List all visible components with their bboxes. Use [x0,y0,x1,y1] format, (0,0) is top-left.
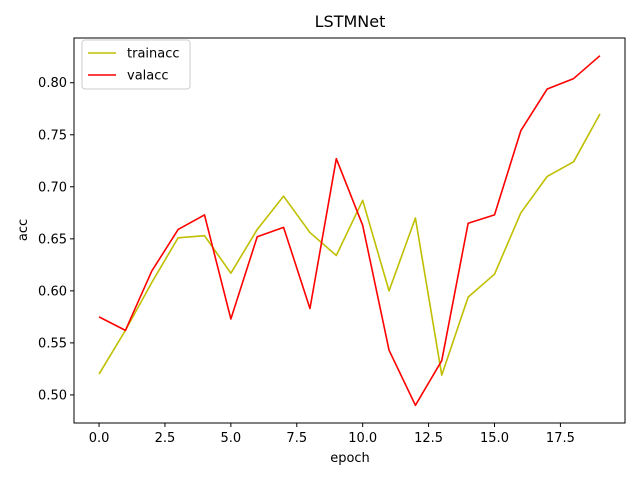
x-tick-label: 17.5 [546,431,575,446]
legend-label-trainacc: trainacc [127,47,180,62]
x-tick-label: 10.0 [348,431,377,446]
x-tick-label: 2.5 [155,431,176,446]
chart-title: LSTMNet [315,12,386,31]
x-tick-label: 15.0 [480,431,509,446]
legend-label-valacc: valacc [127,69,169,84]
x-tick-label: 12.5 [414,431,443,446]
x-axis-label: epoch [330,451,370,466]
y-tick-label: 0.65 [38,232,67,247]
x-tick-label: 7.5 [286,431,307,446]
y-tick-label: 0.75 [38,128,67,143]
y-tick-label: 0.70 [38,180,67,195]
legend: trainacc valacc [81,39,191,90]
x-axis: 0.0 2.5 5.0 7.5 10.0 12.5 15.0 17.5 [89,423,575,446]
plot-area [98,55,601,407]
y-axis: 0.50 0.55 0.60 0.65 0.70 0.75 0.80 [38,76,74,403]
y-axis-label: acc [16,219,31,241]
y-tick-label: 0.60 [38,284,67,299]
y-tick-label: 0.80 [38,76,67,91]
x-tick-label: 5.0 [221,431,242,446]
y-tick-label: 0.50 [38,388,67,403]
series-line-trainacc [98,113,601,376]
y-tick-label: 0.55 [38,336,67,351]
x-tick-label: 0.0 [89,431,110,446]
axes-frame [73,37,626,424]
series-line-valacc [98,55,601,407]
